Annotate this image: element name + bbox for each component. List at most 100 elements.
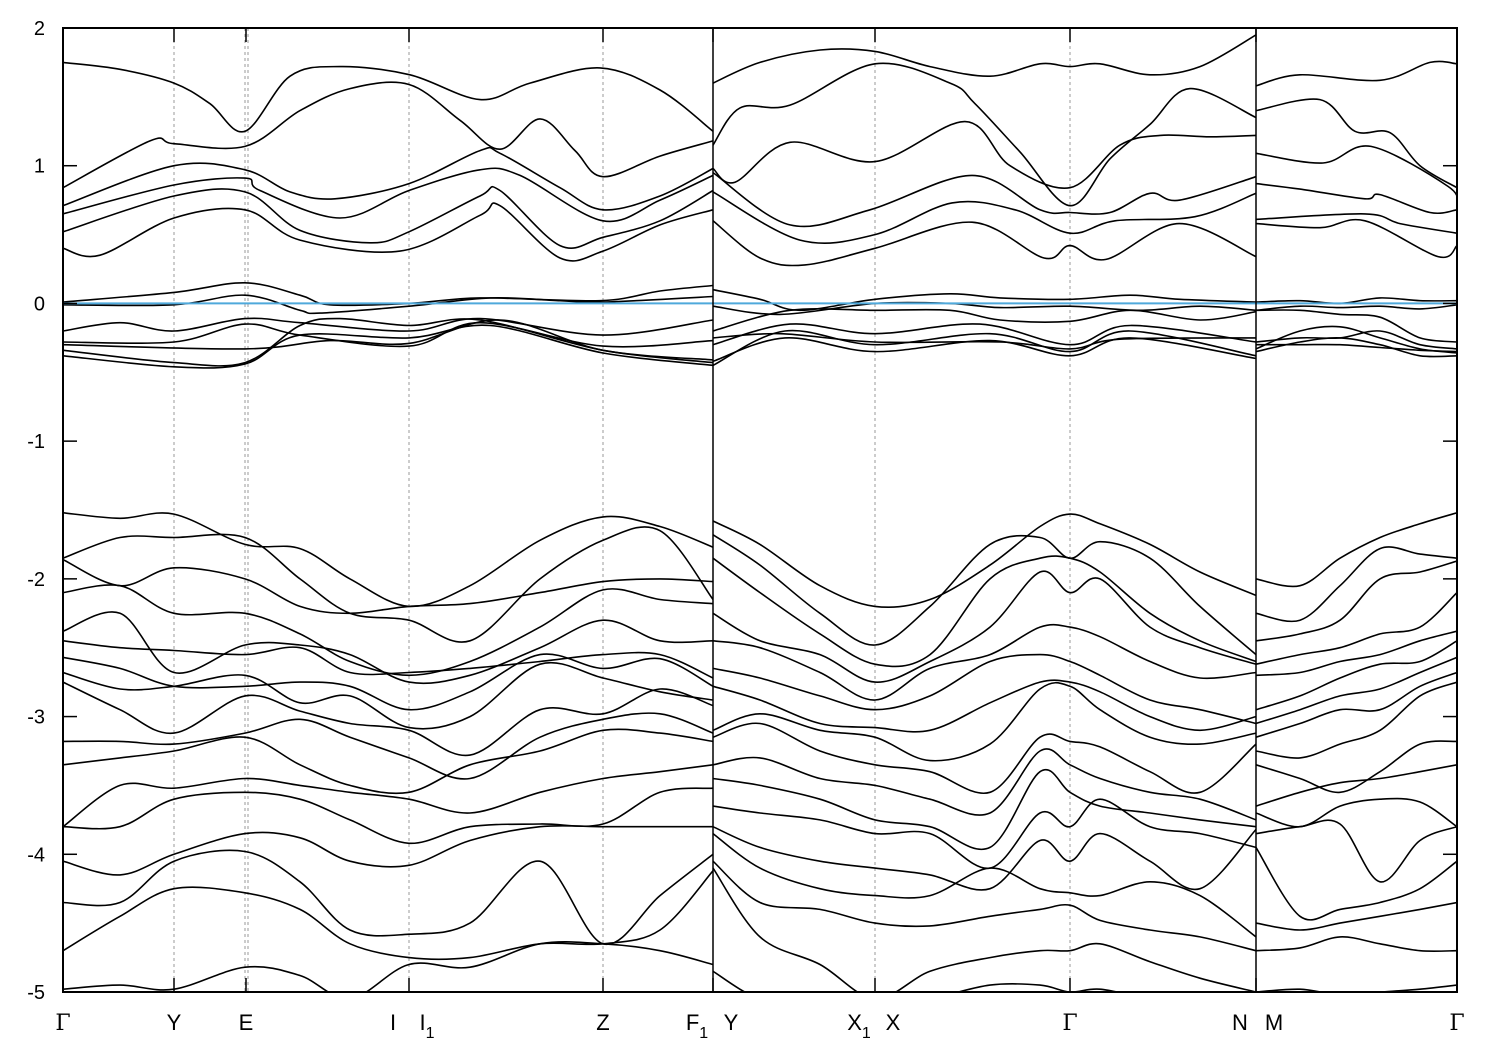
x-tick-label: Z bbox=[596, 1010, 609, 1035]
band-line bbox=[63, 146, 714, 211]
band-line bbox=[712, 679, 1257, 733]
band-line bbox=[712, 534, 1257, 656]
band-line bbox=[63, 526, 714, 643]
band-line bbox=[63, 640, 714, 679]
band-line bbox=[1255, 984, 1457, 992]
x-tick-label: N bbox=[1232, 1010, 1248, 1035]
x-tick-label-text: M bbox=[1265, 1010, 1283, 1035]
x-tick-label-text: F bbox=[686, 1010, 699, 1035]
band-line bbox=[1255, 560, 1457, 642]
y-tick-label: -2 bbox=[27, 569, 45, 591]
x-tick-label-text: Y bbox=[167, 1010, 182, 1035]
y-tick-label: -1 bbox=[27, 431, 45, 453]
y-tick-label: -4 bbox=[27, 844, 45, 866]
band-line bbox=[63, 764, 714, 828]
x-axis: Γ Y E I I1 Z F1 Y X1 X Γ N M Γ bbox=[55, 28, 1465, 1042]
x-tick-label-text: Y bbox=[724, 1010, 739, 1035]
band-line bbox=[1255, 640, 1457, 711]
x-tick-label: F1 bbox=[686, 1010, 708, 1042]
band-lines bbox=[63, 34, 1457, 992]
x-tick-label: X1 bbox=[847, 1010, 871, 1042]
band-line bbox=[1256, 343, 1457, 353]
x-tick-label-text: I bbox=[419, 1010, 425, 1035]
band-line bbox=[63, 512, 714, 608]
band-line bbox=[1255, 819, 1457, 883]
band-line bbox=[1255, 325, 1457, 354]
band-line bbox=[712, 308, 1257, 332]
y-tick-label: 1 bbox=[34, 156, 45, 178]
band-line bbox=[1255, 297, 1457, 305]
x-tick-label-text: N bbox=[1232, 1010, 1248, 1035]
band-line bbox=[712, 860, 1257, 952]
band-line bbox=[1255, 304, 1457, 312]
band-line bbox=[63, 870, 714, 961]
kpoint-lines bbox=[173, 28, 1257, 992]
x-tick-label-text: X bbox=[886, 1010, 901, 1035]
band-line bbox=[712, 288, 1257, 312]
x-tick-label-text: Γ bbox=[55, 1011, 70, 1036]
band-line bbox=[63, 321, 714, 348]
band-line bbox=[712, 555, 1257, 668]
band-line bbox=[1255, 330, 1457, 350]
band-line bbox=[63, 317, 714, 336]
band-line bbox=[63, 681, 714, 757]
x-tick-label: Y bbox=[724, 1010, 739, 1035]
band-line bbox=[1255, 60, 1457, 87]
x-tick-label: Y bbox=[167, 1010, 182, 1035]
band-line bbox=[63, 940, 714, 992]
x-tick-label-subscript: 1 bbox=[426, 1025, 435, 1042]
band-line bbox=[63, 584, 714, 677]
band-line bbox=[63, 728, 714, 795]
x-tick-label: Γ bbox=[1062, 1011, 1077, 1036]
band-line bbox=[63, 787, 714, 845]
x-tick-label-text: Γ bbox=[1062, 1011, 1077, 1036]
band-line bbox=[1255, 681, 1457, 759]
band-line bbox=[712, 570, 1257, 683]
x-tick-label-subscript: 1 bbox=[862, 1025, 871, 1042]
band-line bbox=[63, 611, 714, 685]
band-line bbox=[63, 324, 714, 369]
x-tick-label: Γ bbox=[55, 1011, 70, 1036]
y-tick-label: -5 bbox=[27, 982, 45, 1004]
band-line bbox=[712, 653, 1257, 725]
band-line bbox=[1255, 764, 1457, 807]
x-tick-label: I1 bbox=[419, 1010, 434, 1042]
band-line bbox=[1255, 213, 1457, 234]
band-line bbox=[712, 768, 1257, 851]
band-line bbox=[1255, 656, 1457, 725]
x-tick-label-text: E bbox=[239, 1010, 254, 1035]
band-line bbox=[1255, 740, 1457, 794]
band-line bbox=[1255, 512, 1457, 588]
band-line bbox=[712, 798, 1257, 869]
band-line bbox=[712, 722, 1257, 795]
band-line bbox=[712, 681, 1257, 762]
x-tick-label-text: Z bbox=[596, 1010, 609, 1035]
x-tick-label: M bbox=[1265, 1010, 1283, 1035]
band-line bbox=[712, 825, 1257, 891]
x-tick-label: I bbox=[390, 1010, 396, 1035]
band-line bbox=[1255, 218, 1457, 259]
band-line bbox=[63, 319, 714, 361]
band-line bbox=[712, 220, 1257, 267]
x-tick-label-text: X bbox=[847, 1010, 862, 1035]
band-line bbox=[712, 62, 1257, 207]
y-tick-label: -3 bbox=[27, 707, 45, 729]
band-line bbox=[712, 301, 1257, 316]
x-tick-label: X bbox=[886, 1010, 901, 1035]
band-line bbox=[1255, 309, 1457, 343]
band-line bbox=[63, 167, 714, 223]
band-line bbox=[1255, 182, 1457, 215]
band-line bbox=[63, 81, 714, 189]
band-line bbox=[1255, 846, 1457, 921]
band-line bbox=[1255, 936, 1457, 952]
band-line bbox=[63, 558, 714, 615]
band-line bbox=[712, 329, 1257, 367]
band-line bbox=[712, 332, 1257, 350]
band-line bbox=[1255, 630, 1457, 677]
band-line bbox=[712, 748, 1257, 821]
band-line bbox=[1255, 98, 1457, 189]
band-line bbox=[1255, 592, 1457, 665]
y-axis: 2 1 0 -1 -2 -3 -4 -5 bbox=[27, 18, 1457, 1004]
y-tick-label: 0 bbox=[34, 293, 45, 315]
